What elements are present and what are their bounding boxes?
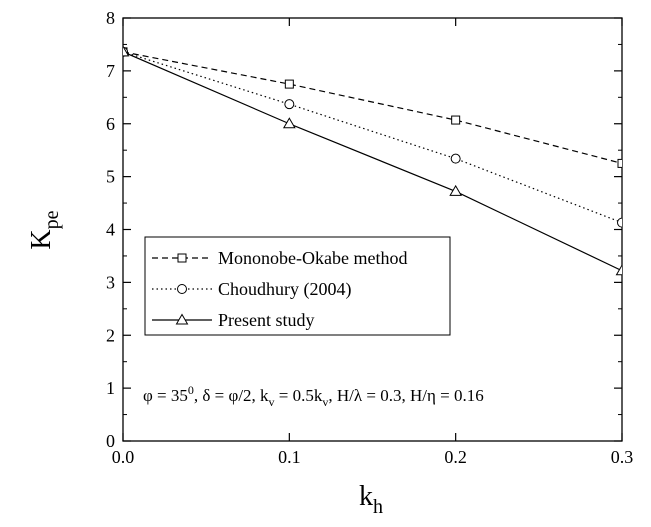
series-line bbox=[123, 51, 622, 272]
x-tick-label: 0.3 bbox=[611, 447, 634, 467]
y-tick-label: 8 bbox=[106, 8, 115, 28]
annotation-part: = 0.5k bbox=[275, 386, 323, 405]
y-axis-label-main: K bbox=[26, 229, 57, 249]
y-tick-label: 7 bbox=[106, 61, 115, 81]
y-tick-label: 3 bbox=[106, 272, 115, 292]
marker-triangle bbox=[175, 313, 189, 325]
y-tick-label: 6 bbox=[106, 114, 115, 134]
marker-square bbox=[284, 79, 294, 89]
marker-triangle bbox=[123, 45, 130, 57]
legend-label: Mononobe-Okabe method bbox=[218, 248, 407, 268]
x-axis-label: kh bbox=[359, 481, 383, 518]
annotation-part: 0 bbox=[188, 383, 194, 397]
marker-circle bbox=[450, 153, 461, 164]
marker-square bbox=[177, 253, 187, 263]
annotation-part: , H/λ = 0.3, H/η = 0.16 bbox=[328, 386, 483, 405]
marker-triangle bbox=[449, 184, 463, 196]
annotation-part: , δ = φ/2, k bbox=[194, 386, 269, 405]
marker-circle bbox=[177, 284, 187, 294]
y-tick-label: 0 bbox=[106, 431, 115, 451]
x-tick-label: 0.0 bbox=[112, 447, 135, 467]
x-tick-label: 0.1 bbox=[278, 447, 301, 467]
series-line bbox=[123, 51, 622, 224]
y-tick-label: 2 bbox=[106, 325, 115, 345]
annotation-part: φ = 35 bbox=[143, 386, 188, 405]
marker-triangle bbox=[615, 264, 622, 276]
x-axis-label-sub: h bbox=[373, 496, 383, 518]
annotation: φ = 350, δ = φ/2, kv = 0.5kv, H/λ = 0.3,… bbox=[143, 383, 484, 409]
y-tick-label: 1 bbox=[106, 378, 115, 398]
annotation-part: v bbox=[322, 395, 328, 409]
legend-box bbox=[144, 236, 451, 336]
legend-label: Present study bbox=[218, 310, 315, 330]
annotation-part: v bbox=[269, 395, 275, 409]
y-axis-label-sub: pe bbox=[41, 210, 63, 229]
marker-circle bbox=[284, 99, 295, 110]
legend-label: Choudhury (2004) bbox=[218, 279, 352, 300]
x-axis-label-main: k bbox=[359, 481, 373, 512]
plot-area bbox=[123, 45, 622, 276]
marker-circle bbox=[617, 217, 622, 228]
x-tick-label: 0.2 bbox=[444, 447, 467, 467]
y-axis-label: Kpe bbox=[26, 210, 63, 249]
y-tick-label: 4 bbox=[106, 220, 115, 240]
y-tick-label: 5 bbox=[106, 167, 115, 187]
marker-square bbox=[617, 158, 622, 168]
series-line bbox=[123, 51, 622, 164]
marker-triangle bbox=[282, 117, 296, 129]
plot-frame bbox=[122, 17, 623, 442]
marker-square bbox=[451, 115, 461, 125]
